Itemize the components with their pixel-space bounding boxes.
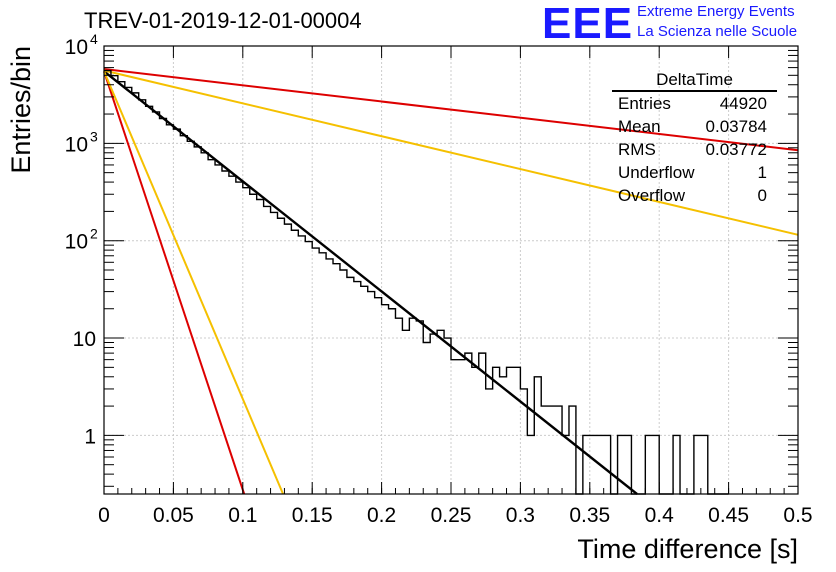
stats-value: 0 — [757, 186, 767, 205]
logo-line-2: La Scienza nelle Scuole — [637, 23, 798, 40]
y-axis-label: Entries/bin — [6, 46, 36, 174]
stats-title: DeltaTime — [612, 70, 777, 92]
series-line-red-3 — [103, 68, 799, 152]
logo-line-1: Extreme Energy Events — [637, 3, 795, 20]
x-tick-label: 0.25 — [431, 504, 472, 527]
eee-logo-text: Extreme Energy Events La Scienza nelle S… — [637, 2, 797, 42]
stats-row-underflow: Underflow 1 — [612, 161, 777, 184]
stats-row-overflow: Overflow 0 — [612, 184, 777, 207]
grid-lines — [104, 46, 798, 494]
x-tick-label: 0.2 — [367, 504, 396, 527]
stats-value: 0.03772 — [705, 140, 767, 159]
stats-row-mean: Mean 0.03784 — [612, 115, 777, 138]
stats-label: Mean — [618, 117, 661, 136]
x-tick-label: 0.1 — [228, 504, 257, 527]
axes-layer: 0 0.05 0.1 0.15 0.2 0.25 0.3 0.35 0.4 0.45 0.51101… — [65, 31, 813, 527]
x-tick-label: 0 — [98, 504, 110, 527]
series-line-orange-4 — [103, 69, 799, 236]
x-tick-label: 0.05 — [153, 504, 194, 527]
y-tick-label: 10 — [65, 231, 88, 254]
stats-label: RMS — [618, 140, 656, 159]
x-tick-label: 0.4 — [645, 504, 675, 527]
y-tick-exponent: 4 — [90, 31, 98, 47]
x-tick-label: 0.45 — [708, 504, 749, 527]
series-layer — [103, 68, 799, 495]
x-tick-label: 0.3 — [506, 504, 535, 527]
stats-value: 1 — [757, 163, 767, 182]
series-line-red-1 — [103, 70, 246, 495]
y-tick-exponent: 3 — [90, 128, 98, 144]
stats-row-entries: Entries 44920 — [612, 92, 777, 115]
x-tick-label: 0.15 — [292, 504, 333, 527]
x-tick-label: 0.35 — [569, 504, 610, 527]
eee-logo: EEE — [542, 0, 634, 48]
y-tick-label: 10 — [73, 328, 96, 351]
y-tick-label: 10 — [65, 36, 88, 59]
stats-label: Underflow — [618, 163, 695, 182]
stats-value: 44920 — [719, 94, 767, 113]
y-tick-label: 10 — [65, 133, 88, 156]
stats-row-rms: RMS 0.03772 — [612, 138, 777, 161]
y-tick-exponent: 2 — [90, 226, 98, 242]
stats-label: Overflow — [618, 186, 686, 205]
stats-box: DeltaTime Entries 44920 Mean 0.03784 RMS… — [612, 70, 777, 207]
x-axis-label: Time difference [s] — [577, 534, 798, 564]
stats-label: Entries — [618, 94, 671, 113]
x-tick-label: 0.5 — [783, 504, 812, 527]
chart-title: TREV-01-2019-12-01-00004 — [84, 8, 362, 33]
series-line-orange-2 — [103, 70, 284, 495]
y-tick-label: 1 — [84, 425, 96, 448]
histogram-steps — [104, 69, 729, 495]
stats-value: 0.03784 — [705, 117, 767, 136]
